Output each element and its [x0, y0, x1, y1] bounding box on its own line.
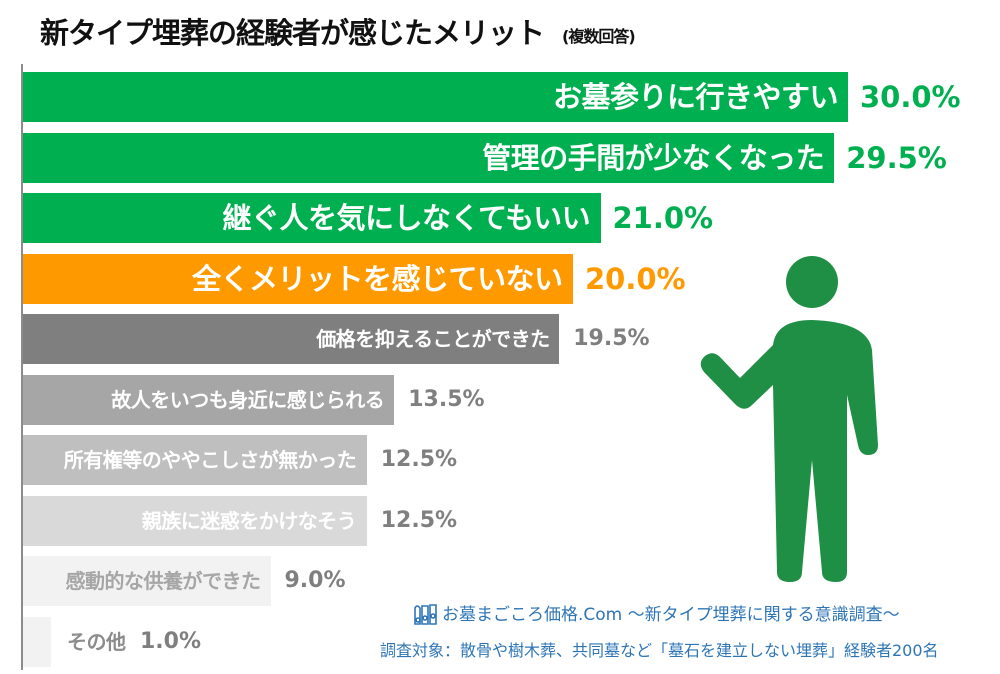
footer-brand: お墓まごころ価格.Com: [442, 605, 623, 625]
bar-value: 1.0%: [140, 628, 202, 654]
bar: [23, 435, 367, 485]
bar-label: その他: [67, 629, 126, 654]
footer-survey-title: ～新タイプ埋葬に関する意識調査～: [627, 605, 900, 625]
bar-value: 12.5%: [380, 447, 458, 472]
bar-value: 21.0%: [612, 201, 714, 235]
bar: [23, 72, 848, 122]
bar: [23, 314, 560, 364]
bar-label: 感動的な供養ができた: [65, 569, 262, 593]
bar: [23, 374, 395, 425]
chart-title: 新タイプ埋葬の経験者が感じたメリット (複数回答): [40, 10, 636, 52]
bar-label: 価格を抑えることができた: [316, 327, 550, 351]
bar-label: 継ぐ人を気にしなくてもいい: [222, 201, 591, 235]
bar-value: 30.0%: [860, 80, 961, 114]
bar-label: 親族に迷惑をかけなそう: [141, 508, 357, 533]
bar: [23, 253, 573, 304]
bar: [23, 616, 51, 667]
title-text: 新タイプ埋葬の経験者が感じたメリット: [40, 16, 545, 50]
chart-subtitle: (複数回答): [562, 27, 636, 46]
bar-label: お墓参りに行きやすい: [553, 80, 839, 114]
y-axis-line: [21, 64, 23, 670]
brand-logo-icon: [414, 604, 437, 625]
bar-label: 管理の手間が少なくなった: [482, 140, 825, 175]
bar-value: 9.0%: [284, 568, 346, 593]
footer-source: お墓まごころ価格.Com ～新タイプ埋葬に関する意識調査～: [412, 600, 900, 628]
bar-value: 19.5%: [573, 326, 650, 351]
bar-label: 所有権等のややこしさが無かった: [63, 448, 357, 472]
bar-value: 12.5%: [380, 507, 458, 533]
bar-value: 20.0%: [585, 261, 686, 296]
bar-value: 29.5%: [846, 140, 947, 175]
bar: [23, 556, 271, 606]
bar-label: 故人をいつも身近に感じられる: [111, 387, 385, 412]
footer-note: 調査対象：散骨や樹木葬、共同墓など「墓石を建立しない埋葬」経験者200名: [380, 641, 939, 660]
bar: [23, 193, 601, 243]
bar: [23, 132, 835, 183]
bar-value: 13.5%: [408, 386, 485, 412]
bar-label: 全くメリットを感じていない: [192, 261, 563, 296]
bar: [23, 495, 367, 546]
